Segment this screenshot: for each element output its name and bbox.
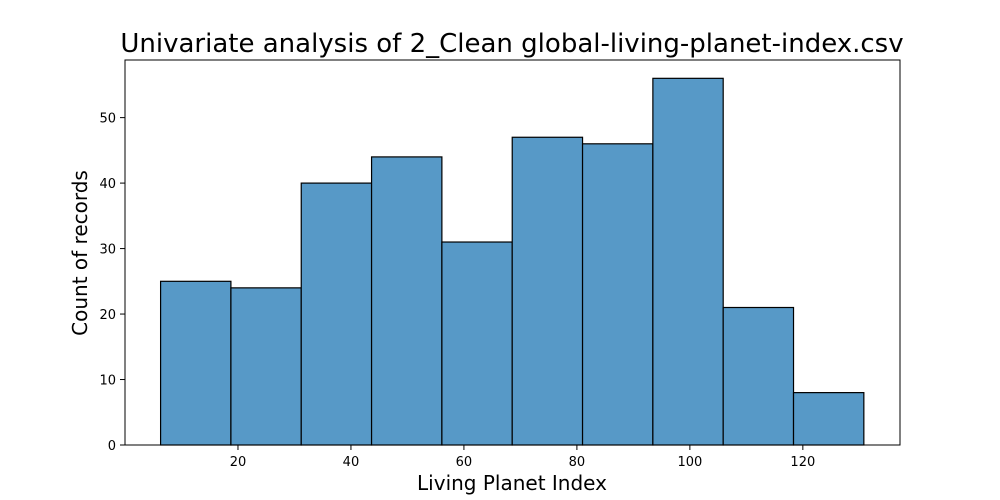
y-tick-label: 40: [99, 177, 116, 192]
chart-title: Univariate analysis of 2_Clean global-li…: [120, 29, 903, 59]
x-tick-label: 60: [456, 455, 473, 470]
x-axis-label: Living Planet Index: [417, 471, 607, 495]
histogram-bar: [511, 136, 584, 446]
histogram-bar: [159, 280, 232, 446]
histogram-bar: [652, 77, 724, 446]
histogram-bar: [792, 392, 865, 446]
y-tick-label: 20: [99, 308, 116, 323]
plot-frame: [124, 59, 901, 446]
histogram-bar: [300, 182, 373, 446]
y-tick-label: 50: [99, 112, 116, 127]
histogram-bar: [370, 156, 443, 446]
histogram-bar: [230, 287, 302, 446]
x-tick-label: 100: [677, 455, 702, 470]
histogram-bar: [441, 241, 513, 446]
histogram-bar: [581, 143, 654, 446]
x-tick-label: 80: [569, 455, 586, 470]
y-axis-label: Count of records: [68, 170, 92, 336]
x-axis: 20 40 60 80 100 120: [230, 445, 815, 470]
x-tick-label: 120: [790, 455, 815, 470]
histogram-bar: [722, 306, 795, 446]
y-tick-label: 0: [108, 439, 116, 454]
x-tick-label: 20: [230, 455, 247, 470]
y-axis: 0 10 20 30 40 50: [99, 112, 125, 454]
y-tick-label: 30: [99, 243, 116, 258]
bars-group: [159, 77, 865, 446]
y-tick-label: 10: [99, 374, 116, 389]
x-tick-label: 40: [343, 455, 360, 470]
